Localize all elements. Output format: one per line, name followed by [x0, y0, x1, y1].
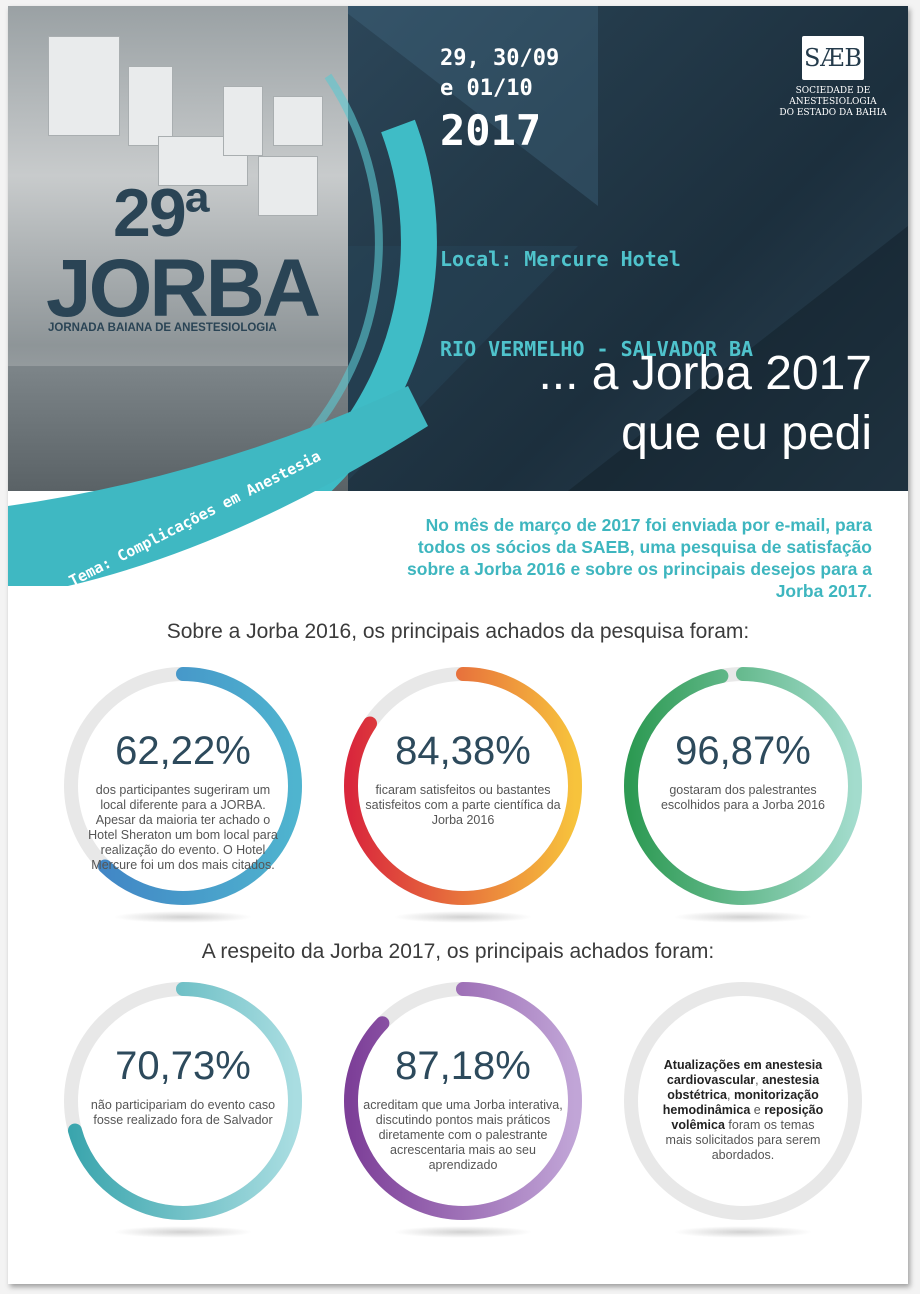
topic-volemic: reposição volêmica — [671, 1103, 824, 1132]
event-location: Local: Mercure Hotel RIO VERMELHO - SALV… — [440, 184, 753, 424]
slogan-line-1: ... a Jorba 2017 — [538, 347, 872, 400]
topics-ring — [624, 982, 862, 1220]
topics-circle: Atualizações em anestesia cardiovascular… — [618, 976, 868, 1246]
stat-circle-scientific: 84,38% ficaram satisfeitos ou bastantes … — [338, 661, 588, 931]
saeb-name: SOCIEDADE DE ANESTESIOLOGIA DO ESTADO DA… — [768, 86, 898, 119]
progress-ring — [624, 667, 862, 905]
circle-shadow — [113, 911, 253, 923]
building — [223, 86, 263, 156]
saeb-logo-block: SÆB SOCIEDADE DE ANESTESIOLOGIA DO ESTAD… — [768, 36, 898, 119]
circle-shadow — [393, 911, 533, 923]
stat-description: gostaram dos palestrantes escolhidos par… — [660, 783, 825, 812]
stat-description: ficaram satisfeitos ou bastantes satisfe… — [365, 783, 561, 827]
stat-percent: 62,22% — [115, 729, 251, 773]
stat-percent: 84,38% — [395, 729, 531, 773]
topic-separator: , — [755, 1073, 763, 1087]
decorative-facet — [568, 226, 908, 491]
progress-ring — [344, 982, 582, 1220]
date-line-2: e 01/10 — [440, 76, 533, 101]
event-dates: 29, 30/09 e 01/10 — [440, 44, 559, 104]
stat-description: não participariam do evento caso fosse r… — [90, 1098, 276, 1127]
circle-shadow — [673, 1226, 813, 1238]
section-1-title: Sobre a Jorba 2016, os principais achado… — [166, 620, 750, 643]
intro-text: No mês de março de 2017 foi enviada por … — [407, 515, 872, 601]
stat-percent: 87,18% — [395, 1044, 531, 1088]
topic-separator: e — [750, 1103, 765, 1117]
ring-progress — [64, 982, 302, 1220]
city-photo — [8, 6, 348, 491]
slogan-line-2: que eu pedi — [621, 407, 872, 460]
stat-description: dos participantes sugeriram um local dif… — [88, 783, 278, 872]
progress-ring — [64, 982, 302, 1220]
stat-circle-interactive: 87,18% acreditam que uma Jorba interativ… — [338, 976, 588, 1246]
event-edition: 29ª — [113, 175, 210, 251]
topics-description: Atualizações em anestesia cardiovascular… — [658, 1058, 828, 1163]
circle-shadow — [673, 911, 813, 923]
slogan: ... a Jorba 2017 que eu pedi — [538, 344, 872, 464]
saeb-logo: SÆB — [802, 36, 864, 80]
topic-obstetric: anestesia obstétrica — [667, 1073, 820, 1102]
stat-description: acreditam que uma Jorba interativa, disc… — [363, 1098, 563, 1172]
infographic-page: 29, 30/09 e 01/10 2017 Local: Mercure Ho… — [8, 6, 908, 1284]
progress-ring — [344, 667, 582, 905]
section-2-title: A respeito da Jorba 2017, os principais … — [201, 940, 715, 963]
saeb-line-1: SOCIEDADE DE — [795, 86, 871, 96]
decorative-facet — [338, 6, 598, 206]
saeb-line-2: ANESTESIOLOGIA — [789, 97, 877, 107]
event-name: JORBA — [46, 243, 321, 334]
stat-circle-outside-salvador: 70,73% não participariam do evento caso … — [58, 976, 308, 1246]
circle-shadow — [393, 1226, 533, 1238]
topic-hemodynamic: monitorização hemodinâmica — [662, 1088, 819, 1117]
topic-separator: , — [727, 1088, 734, 1102]
theme-ribbon — [8, 386, 428, 586]
circle-shadow — [113, 1226, 253, 1238]
building — [48, 36, 120, 136]
stat-circle-speakers: 96,87% gostaram dos palestrantes escolhi… — [618, 661, 868, 931]
topics-tail: foram os temas mais solicitados para ser… — [665, 1118, 821, 1162]
ring-progress — [344, 667, 582, 905]
event-year: 2017 — [440, 106, 542, 155]
ring-progress — [64, 667, 302, 905]
stat-percent: 96,87% — [675, 729, 811, 773]
ring-progress — [344, 982, 582, 1220]
saeb-line-3: DO ESTADO DA BAHIA — [779, 108, 887, 118]
topic-cardiovascular: Atualizações em anestesia cardiovascular — [663, 1058, 823, 1087]
header-banner: 29, 30/09 e 01/10 2017 Local: Mercure Ho… — [8, 6, 908, 491]
building — [258, 156, 318, 216]
building — [273, 96, 323, 146]
progress-ring — [64, 667, 302, 905]
stat-percent: 70,73% — [115, 1044, 251, 1088]
location-line-1: Local: Mercure Hotel — [440, 247, 681, 271]
event-subtitle: JORNADA BAIANA DE ANESTESIOLOGIA — [48, 322, 277, 334]
stat-circle-location: 62,22% dos participantes sugeriram um lo… — [58, 661, 308, 931]
building — [128, 66, 173, 146]
ring-progress — [624, 667, 862, 905]
location-line-2: RIO VERMELHO - SALVADOR BA — [440, 337, 754, 361]
date-line-1: 29, 30/09 — [440, 46, 560, 71]
